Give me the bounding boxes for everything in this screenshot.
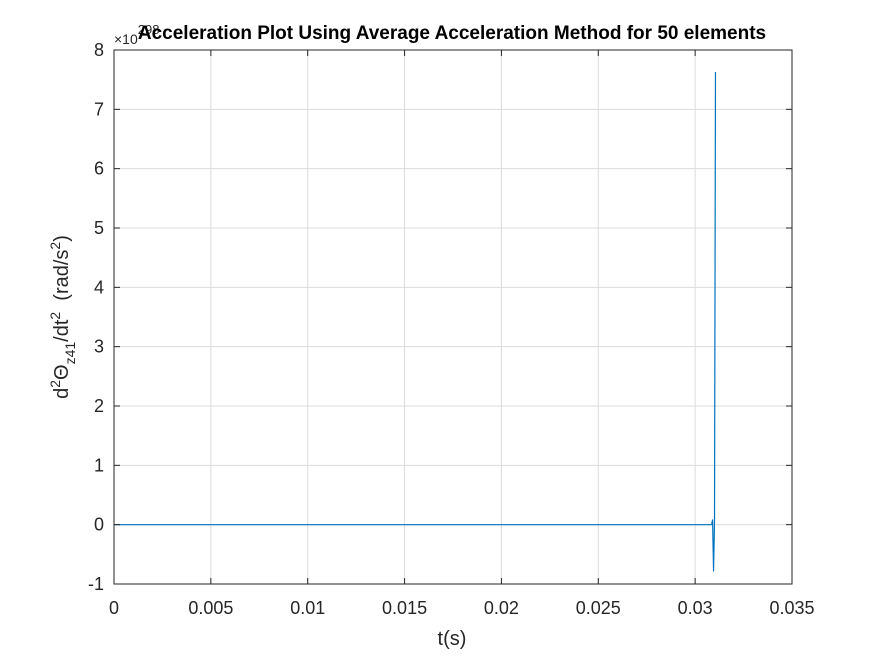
- y-axis-label: d2Θz41/dt2 (rad/s2): [47, 235, 78, 399]
- series-line: [114, 71, 717, 572]
- y-exponent: ×10298: [114, 22, 159, 47]
- y-tick-label: 6: [94, 159, 104, 179]
- x-tick-label: 0.025: [576, 598, 621, 618]
- y-tick-label: -1: [88, 574, 104, 594]
- axes-box: [113, 49, 793, 585]
- plot-area: [114, 50, 792, 584]
- x-tick-label: 0.035: [769, 598, 814, 618]
- x-tick-label: 0.005: [188, 598, 233, 618]
- y-tick-label: 2: [94, 396, 104, 416]
- x-tick-label: 0.03: [678, 598, 713, 618]
- x-tick-label: 0.01: [290, 598, 325, 618]
- x-tick-label: 0.02: [484, 598, 519, 618]
- y-tick-label: 1: [94, 455, 104, 475]
- y-tick-label: 8: [94, 40, 104, 60]
- x-tick-labels: 0 0.005 0.01 0.015 0.02 0.025 0.03 0.035: [109, 598, 815, 618]
- x-tick-label: 0.015: [382, 598, 427, 618]
- y-tick-labels: -1 0 1 2 3 4 5 6 7 8: [88, 40, 104, 594]
- chart-title: Acceleration Plot Using Average Accelera…: [138, 23, 766, 44]
- y-tick-label: 3: [94, 337, 104, 357]
- tick-marks: [113, 49, 793, 585]
- y-tick-label: 4: [94, 277, 104, 297]
- series-layer: [114, 71, 717, 572]
- x-tick-label: 0: [109, 598, 119, 618]
- y-tick-label: 0: [94, 515, 104, 535]
- y-tick-label: 7: [94, 99, 104, 119]
- x-axis-label: t(s): [438, 628, 467, 650]
- y-tick-label: 5: [94, 218, 104, 238]
